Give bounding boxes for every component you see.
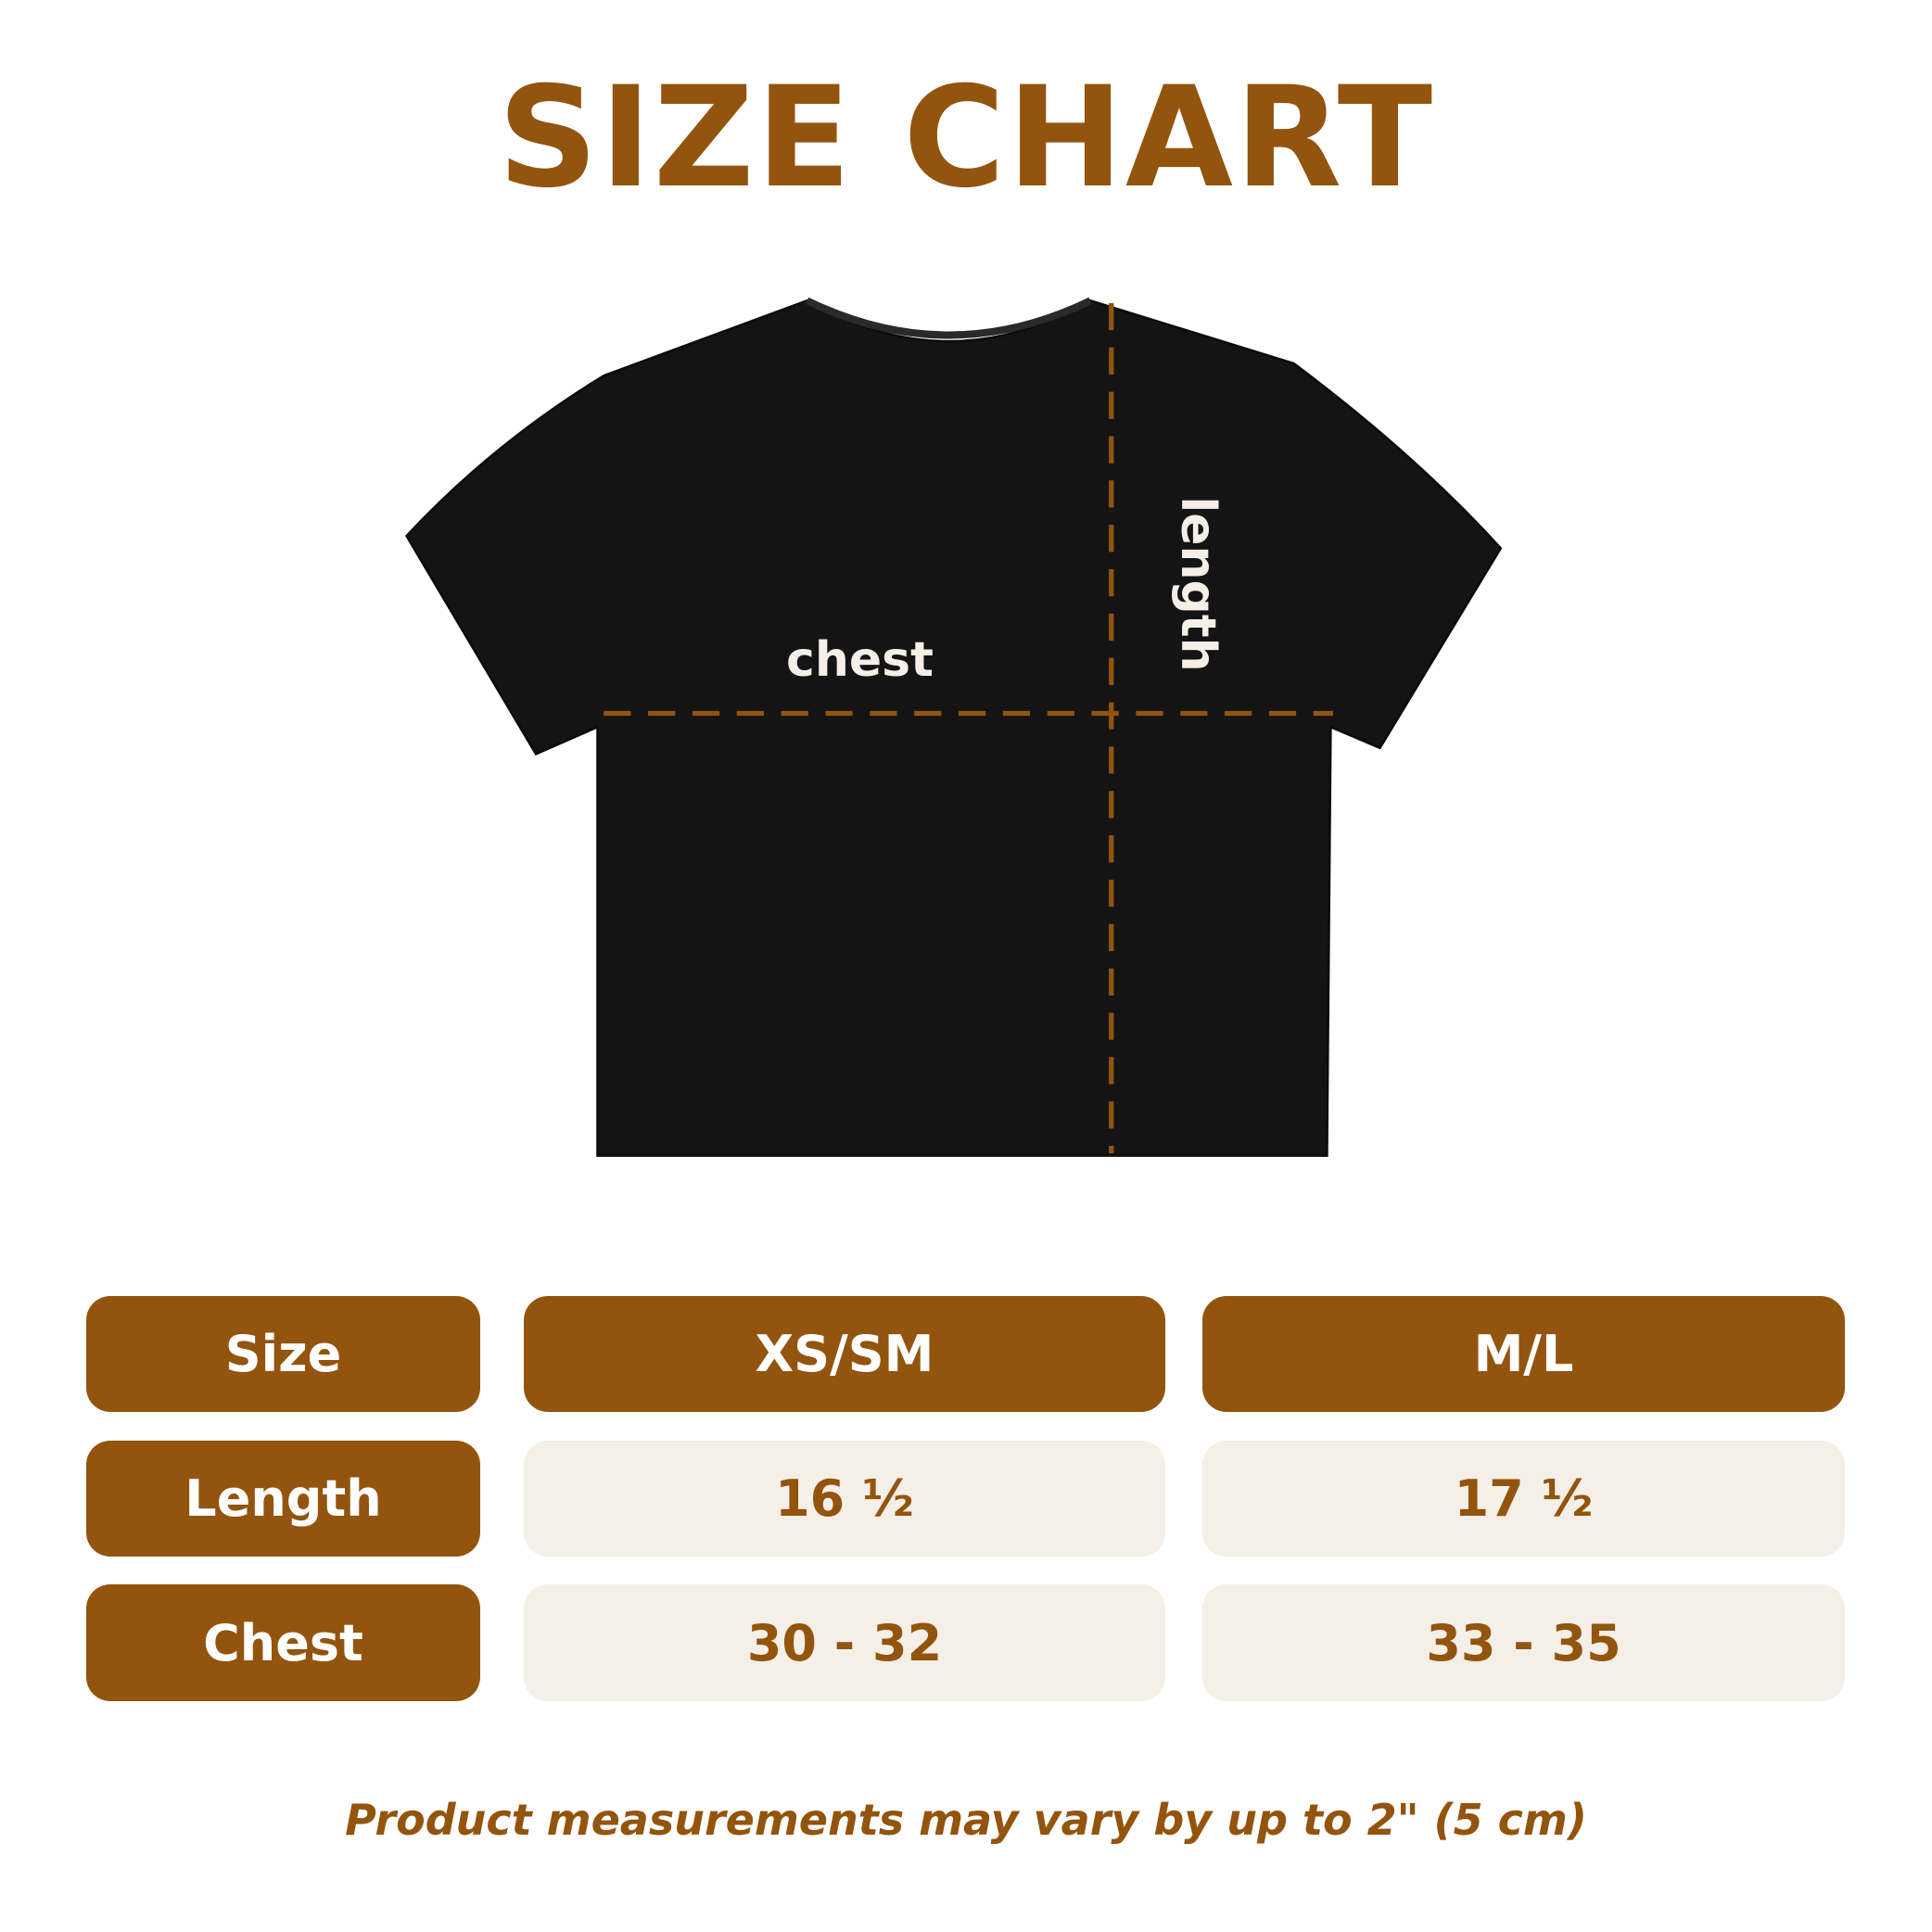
tshirt-image <box>404 299 1503 1157</box>
length-label: length <box>1170 496 1226 672</box>
chest-label: chest <box>786 632 934 688</box>
row-label-length: Length <box>86 1441 480 1557</box>
header-m-l: M/L <box>1202 1296 1845 1412</box>
row-label-chest: Chest <box>86 1584 480 1701</box>
length-xs-sm: 16 ½ <box>524 1441 1165 1557</box>
chest-m-l: 33 - 35 <box>1202 1584 1845 1701</box>
header-size: Size <box>86 1296 480 1412</box>
measurement-note: Product measurements may vary by up to 2… <box>345 1795 1587 1845</box>
page-title: SIZE CHART <box>497 57 1435 219</box>
chest-xs-sm: 30 - 32 <box>524 1584 1165 1701</box>
length-m-l: 17 ½ <box>1202 1441 1845 1557</box>
header-xs-sm: XS/SM <box>524 1296 1165 1412</box>
